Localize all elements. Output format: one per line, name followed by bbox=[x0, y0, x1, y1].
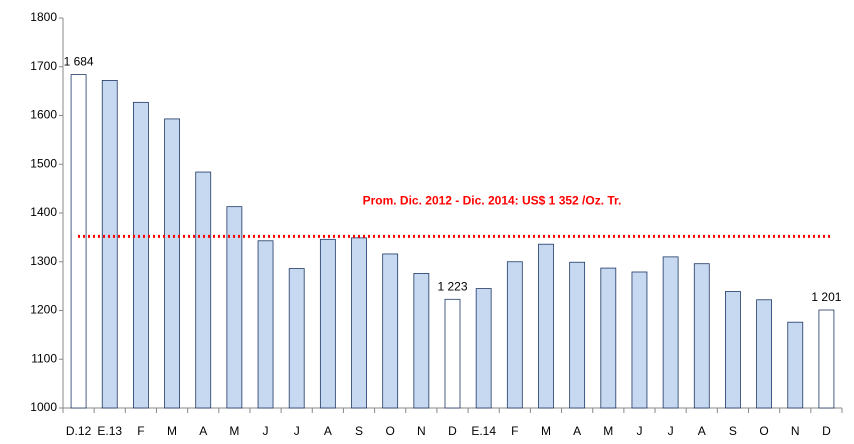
data-label: 1 684 bbox=[64, 55, 94, 69]
bar bbox=[818, 309, 835, 409]
bar bbox=[226, 206, 243, 409]
bar bbox=[569, 261, 586, 409]
y-tick-label: 1600 bbox=[30, 108, 57, 122]
x-tick-label: S bbox=[355, 424, 363, 438]
x-tick-label: A bbox=[199, 424, 207, 438]
y-tick-label: 1700 bbox=[30, 59, 57, 73]
bar bbox=[70, 74, 87, 409]
bar bbox=[631, 271, 648, 409]
data-label: 1 201 bbox=[811, 290, 841, 304]
bar bbox=[101, 80, 118, 409]
x-tick-label: M bbox=[541, 424, 551, 438]
x-tick-label: F bbox=[511, 424, 518, 438]
x-tick-label: D.12 bbox=[66, 424, 92, 438]
x-tick-label: M bbox=[229, 424, 239, 438]
x-tick-label: O bbox=[759, 424, 768, 438]
y-tick-label: 1500 bbox=[30, 156, 57, 170]
bar bbox=[538, 243, 554, 409]
bar bbox=[475, 288, 492, 409]
bar bbox=[382, 253, 399, 409]
x-tick-label: M bbox=[167, 424, 177, 438]
x-tick-label: O bbox=[386, 424, 395, 438]
x-tick-label: F bbox=[137, 424, 144, 438]
x-tick-label: A bbox=[573, 424, 581, 438]
bar bbox=[787, 321, 804, 409]
x-tick-label: J bbox=[263, 424, 269, 438]
x-tick-label: N bbox=[791, 424, 800, 438]
y-tick-label: 1100 bbox=[31, 351, 57, 365]
bar bbox=[413, 273, 430, 409]
bar bbox=[288, 268, 305, 409]
x-tick-label: S bbox=[729, 424, 737, 438]
bar bbox=[257, 240, 274, 409]
y-tick-label: 1800 bbox=[30, 10, 57, 24]
x-tick-label: E.13 bbox=[97, 424, 122, 438]
y-tick-label: 1200 bbox=[30, 303, 57, 317]
y-tick-label: 1300 bbox=[30, 254, 57, 268]
y-tick-label: 1400 bbox=[30, 205, 57, 219]
bar bbox=[725, 291, 741, 409]
reference-label: Prom. Dic. 2012 - Dic. 2014: US$ 1 352 /… bbox=[363, 194, 622, 208]
x-tick-label: A bbox=[698, 424, 706, 438]
data-label: 1 223 bbox=[437, 279, 467, 293]
x-tick-label: M bbox=[603, 424, 613, 438]
bar bbox=[195, 171, 212, 409]
bar bbox=[600, 267, 617, 409]
bar bbox=[693, 263, 710, 409]
bar bbox=[444, 298, 461, 409]
x-tick-label: D bbox=[448, 424, 457, 438]
x-tick-label: E.14 bbox=[471, 424, 496, 438]
bar bbox=[506, 261, 523, 409]
x-tick-label: J bbox=[294, 424, 300, 438]
x-tick-label: J bbox=[636, 424, 642, 438]
bar bbox=[351, 237, 367, 409]
bar bbox=[132, 101, 149, 409]
x-tick-label: J bbox=[668, 424, 674, 438]
x-tick-label: D bbox=[822, 424, 831, 438]
y-tick-label: 1000 bbox=[30, 400, 57, 414]
x-tick-label: N bbox=[417, 424, 426, 438]
bar bbox=[319, 238, 336, 409]
x-tick-label: A bbox=[324, 424, 332, 438]
bar bbox=[164, 118, 180, 409]
bar bbox=[662, 256, 679, 409]
bar bbox=[756, 299, 772, 409]
